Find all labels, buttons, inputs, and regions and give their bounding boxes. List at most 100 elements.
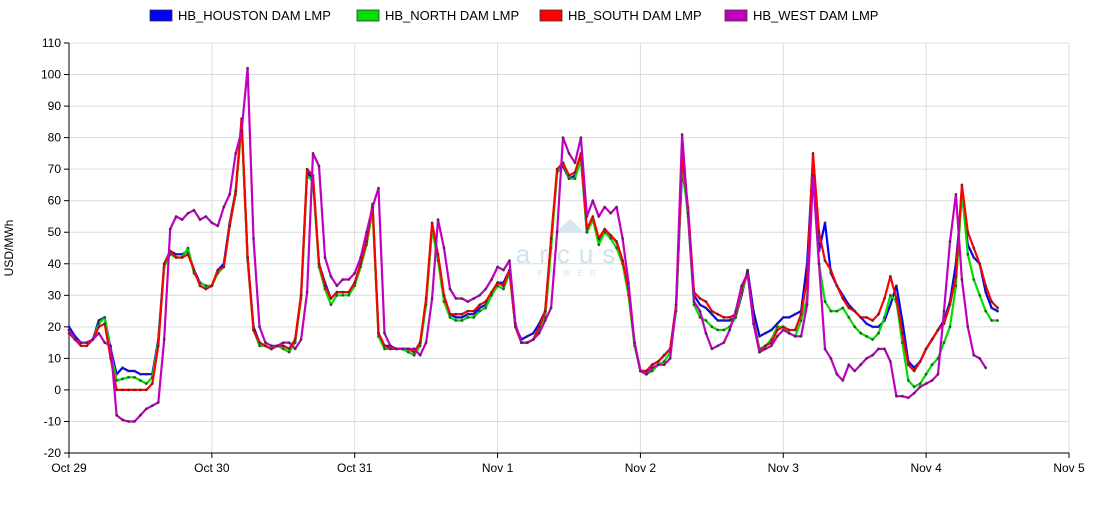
data-point xyxy=(365,230,368,234)
data-point xyxy=(585,230,589,234)
data-point xyxy=(371,205,374,209)
data-point xyxy=(960,278,964,281)
data-point xyxy=(252,237,255,240)
data-point xyxy=(835,284,839,288)
data-point xyxy=(424,341,428,344)
data-point xyxy=(543,309,547,313)
data-point xyxy=(758,334,761,338)
data-point xyxy=(162,262,166,266)
legend-label: HB_SOUTH DAM LMP xyxy=(568,8,702,23)
data-point xyxy=(287,347,291,351)
data-point xyxy=(103,316,107,319)
data-point xyxy=(942,309,946,313)
data-point xyxy=(871,338,874,341)
data-point xyxy=(775,322,779,326)
data-point xyxy=(650,363,654,367)
data-point xyxy=(633,341,636,344)
data-point xyxy=(912,385,916,389)
data-point xyxy=(353,281,357,285)
data-point xyxy=(603,205,607,209)
data-point xyxy=(216,268,220,272)
data-point xyxy=(192,208,196,212)
data-point xyxy=(150,382,154,385)
data-point xyxy=(270,344,273,348)
data-point xyxy=(972,256,976,259)
data-point xyxy=(502,268,505,272)
data-point xyxy=(948,240,952,244)
data-point xyxy=(186,211,190,215)
data-point xyxy=(234,152,238,155)
data-point xyxy=(573,170,577,174)
data-point xyxy=(496,265,499,269)
data-point xyxy=(525,341,529,344)
data-point xyxy=(240,129,244,133)
data-point xyxy=(174,252,178,256)
legend-item[interactable]: HB_NORTH DAM LMP xyxy=(356,8,519,23)
data-point xyxy=(525,334,529,338)
x-tick-label: Nov 2 xyxy=(625,461,657,475)
data-point xyxy=(996,309,999,313)
data-point xyxy=(79,341,83,344)
data-point xyxy=(139,388,142,392)
data-point xyxy=(293,347,297,351)
data-point xyxy=(734,309,738,313)
data-point xyxy=(162,338,166,341)
data-point xyxy=(406,350,410,354)
data-point xyxy=(722,341,726,344)
data-point xyxy=(841,306,845,310)
data-point xyxy=(609,237,613,240)
legend-item[interactable]: HB_SOUTH DAM LMP xyxy=(539,8,702,23)
data-point xyxy=(865,322,868,326)
legend-item[interactable]: HB_HOUSTON DAM LMP xyxy=(149,8,331,23)
legend-label: HB_WEST DAM LMP xyxy=(753,8,878,23)
data-point xyxy=(585,215,589,218)
data-point xyxy=(484,306,488,310)
data-point xyxy=(156,344,160,348)
data-point xyxy=(823,347,827,351)
data-point xyxy=(686,211,690,215)
data-point xyxy=(180,218,184,222)
data-point xyxy=(133,388,136,392)
data-point xyxy=(79,344,83,348)
data-point xyxy=(853,369,857,373)
data-point xyxy=(716,312,720,316)
data-point xyxy=(621,259,624,262)
data-point xyxy=(412,350,416,354)
data-point xyxy=(281,347,285,351)
data-point xyxy=(662,363,666,367)
data-point xyxy=(978,357,982,360)
legend-item[interactable]: HB_WEST DAM LMP xyxy=(724,8,878,23)
data-point xyxy=(877,312,880,316)
y-tick-label: 20 xyxy=(48,320,62,334)
data-point xyxy=(567,177,571,181)
data-point xyxy=(781,328,785,332)
data-point xyxy=(597,243,601,247)
legend-swatch xyxy=(356,9,380,22)
legend[interactable]: HB_HOUSTON DAM LMP HB_NORTH DAM LMP HB_SOU… xyxy=(149,8,878,23)
data-point xyxy=(531,338,535,341)
data-point xyxy=(799,319,803,322)
data-point xyxy=(555,230,559,234)
data-point xyxy=(466,300,470,303)
data-point xyxy=(621,237,624,240)
data-point xyxy=(210,284,214,288)
data-point xyxy=(811,174,815,177)
data-point xyxy=(954,275,958,278)
data-point xyxy=(347,278,351,281)
x-tick-label: Oct 30 xyxy=(194,461,230,475)
data-point xyxy=(353,271,357,275)
data-point xyxy=(597,237,601,240)
x-tick-label: Nov 1 xyxy=(482,461,514,475)
data-point xyxy=(91,338,95,341)
data-point xyxy=(121,377,124,381)
data-point xyxy=(930,379,934,382)
data-point xyxy=(264,344,267,348)
data-point xyxy=(793,334,797,338)
data-point xyxy=(549,237,553,240)
data-point xyxy=(764,331,767,335)
data-point xyxy=(514,322,517,326)
data-point xyxy=(168,227,172,231)
data-point xyxy=(329,303,333,307)
data-point xyxy=(508,259,511,262)
y-axis-label: USD/MWh xyxy=(2,220,16,277)
